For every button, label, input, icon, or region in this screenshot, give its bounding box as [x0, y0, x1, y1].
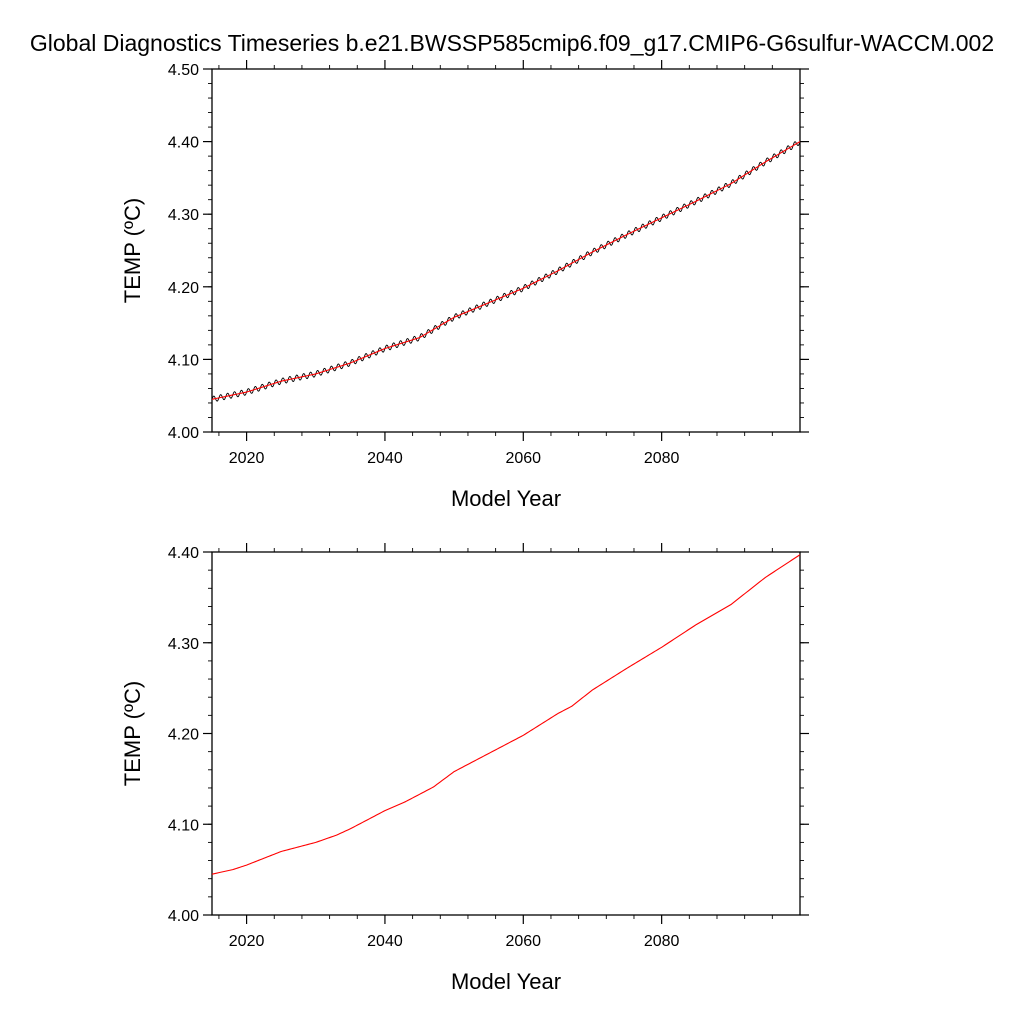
y-tick-label: 4.10 [168, 352, 199, 369]
bottom-series-line-0 [211, 554, 801, 875]
y-tick-label: 4.30 [168, 207, 199, 224]
top-plot-frame [211, 68, 801, 433]
x-axis-title: Model Year [451, 969, 561, 994]
y-axis-title: TEMP (ºC) [120, 681, 145, 786]
x-tick-label: 2080 [644, 450, 680, 467]
y-tick-label: 4.20 [168, 280, 199, 297]
y-tick-label: 4.50 [168, 62, 199, 79]
figure-title: Global Diagnostics Timeseries b.e21.BWSS… [29, 30, 995, 56]
x-axis-title: Model Year [451, 486, 561, 511]
top-temperature-panel: 4.00 4.10 4.20 4.30 4.40 4.50 2020 2040 2060 2080… [120, 60, 809, 511]
y-tick-label: 4.30 [168, 636, 199, 653]
x-tick-label: 2040 [367, 450, 403, 467]
x-tick-label: 2080 [644, 933, 680, 950]
x-tick-label: 2060 [505, 933, 541, 950]
x-tick-label: 2020 [229, 450, 265, 467]
bottom-temperature-panel: 4.00 4.10 4.20 4.30 4.40 2020 2040 2060 2080 Mode… [120, 543, 809, 994]
x-tick-label: 2060 [505, 450, 541, 467]
top-series-line-0 [211, 141, 801, 402]
y-tick-label: 4.40 [168, 135, 199, 152]
x-tick-label: 2020 [229, 933, 265, 950]
top-series-line-1 [211, 141, 801, 400]
bottom-plot-frame [211, 551, 801, 916]
y-axis-title: TEMP (ºC) [120, 198, 145, 303]
x-tick-label: 2040 [367, 933, 403, 950]
y-tick-label: 4.20 [168, 727, 199, 744]
y-tick-label: 4.10 [168, 817, 199, 834]
y-tick-label: 4.00 [168, 908, 199, 925]
y-tick-label: 4.00 [168, 425, 199, 442]
y-tick-label: 4.40 [168, 545, 199, 562]
